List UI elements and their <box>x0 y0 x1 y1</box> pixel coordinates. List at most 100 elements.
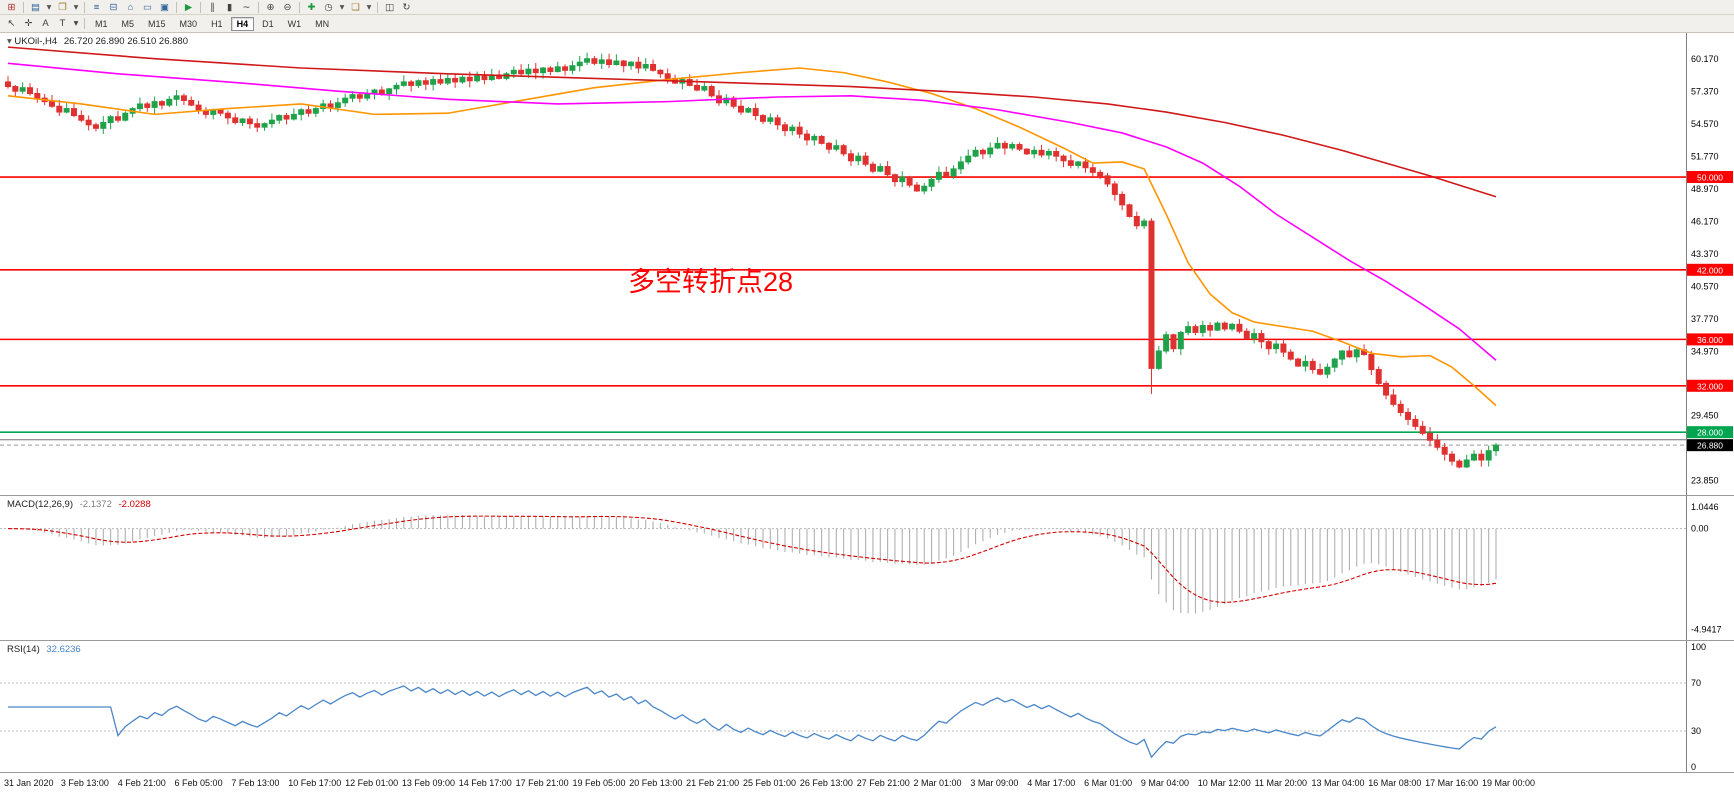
time-axis-label: 17 Mar 16:00 <box>1425 778 1479 788</box>
new-chart-dropdown[interactable]: ▾ <box>44 1 54 14</box>
time-axis-label: 21 Feb 21:00 <box>686 778 740 788</box>
svg-text:50.000: 50.000 <box>1697 173 1723 183</box>
svg-text:70: 70 <box>1691 678 1701 688</box>
toolbar-separator <box>258 1 259 13</box>
price-chart-panel[interactable]: 多空转折点28 60.170 57.370 54.570 51.770 48.970 46.… <box>0 33 1734 495</box>
timeframe-M5[interactable]: M5 <box>116 17 141 31</box>
autotrading-button[interactable]: ▶ <box>180 1 197 14</box>
svg-text:46.170: 46.170 <box>1691 216 1719 226</box>
label-tool[interactable]: T <box>54 17 71 30</box>
svg-text:37.770: 37.770 <box>1691 314 1719 324</box>
timeframe-H4[interactable]: H4 <box>230 16 255 31</box>
rsi-line <box>8 685 1497 759</box>
macd-canvas: 1.0446 0.00 -4.9417 <box>0 496 1722 640</box>
market-watch-button[interactable]: ≡ <box>88 1 105 14</box>
time-axis-label: 11 Mar 20:00 <box>1254 778 1307 788</box>
strategy-tester-button[interactable]: ▣ <box>156 1 173 14</box>
timeframe-H1[interactable]: H1 <box>205 17 229 31</box>
macd-histogram <box>14 515 1497 614</box>
macd-axis-labels: 1.0446 0.00 -4.9417 <box>1691 502 1722 634</box>
time-axis-label: 4 Mar 17:00 <box>1027 778 1076 788</box>
line-studies-group: ↖ ✛ A T ▾ <box>3 17 81 30</box>
timeframe-M30[interactable]: M30 <box>174 17 204 31</box>
profiles-button[interactable]: ❐ <box>54 1 71 14</box>
navigator-button[interactable]: ⌂ <box>122 1 139 14</box>
timeframe-D1[interactable]: D1 <box>256 17 280 31</box>
time-scale-axis[interactable]: 31 Jan 2020 3 Feb 13:00 4 Feb 21:00 6 Feb 0… <box>0 772 1734 797</box>
ma-lines-layer <box>7 46 1497 407</box>
svg-text:54.570: 54.570 <box>1691 119 1719 129</box>
line-chart-button[interactable]: ∼ <box>238 1 255 14</box>
time-axis-label: 6 Mar 01:00 <box>1084 778 1133 788</box>
price-axis-tags: 50.000 42.000 36.000 32.000 28.000 26.880 <box>1687 171 1733 452</box>
timeframe-MN[interactable]: MN <box>309 17 335 31</box>
time-axis-label: 9 Mar 04:00 <box>1140 778 1189 788</box>
toolbar-main: ⊞ ▤ ▾ ❐ ▾ ≡ ⊟ ⌂ ▭ ▣ ▶ ∥ ▮ ∼ ⊕ ⊖ ✚ ◷ ▾ ❏ ▾ ◫ ↻ <box>0 0 1734 15</box>
periods-dropdown[interactable]: ▾ <box>337 1 347 14</box>
time-axis-label: 3 Feb 13:00 <box>60 778 109 788</box>
macd-indicator-panel[interactable]: 1.0446 0.00 -4.9417 MACD(12,26,9) -2.1372 … <box>0 495 1734 640</box>
price-chart-canvas: 多空转折点28 60.170 57.370 54.570 51.770 48.970 46.… <box>0 33 1733 495</box>
ma-slow-red <box>7 46 1497 198</box>
macd-signal-line <box>7 515 1497 603</box>
rsi-indicator-panel[interactable]: 100 70 30 0 RSI(14) 32.6236 <box>0 640 1734 772</box>
bar-chart-button[interactable]: ∥ <box>204 1 221 14</box>
time-axis-label: 10 Feb 17:00 <box>288 778 342 788</box>
svg-text:28.000: 28.000 <box>1697 428 1723 438</box>
zoom-in-button[interactable]: ⊕ <box>262 1 279 14</box>
crosshair-tool[interactable]: ✛ <box>20 17 37 30</box>
time-axis-label: 10 Mar 12:00 <box>1197 778 1251 788</box>
new-chart-button[interactable]: ▤ <box>27 1 44 14</box>
svg-text:23.850: 23.850 <box>1691 475 1719 485</box>
rsi-canvas: 100 70 30 0 <box>0 641 1706 772</box>
terminal-button[interactable]: ▭ <box>139 1 156 14</box>
time-axis-label: 19 Mar 00:00 <box>1482 778 1536 788</box>
price-axis-labels: 60.170 57.370 54.570 51.770 48.970 46.170 43.3… <box>1691 54 1719 485</box>
svg-text:30: 30 <box>1691 726 1701 736</box>
svg-text:36.000: 36.000 <box>1697 335 1723 345</box>
timeframe-W1[interactable]: W1 <box>282 17 308 31</box>
svg-text:51.770: 51.770 <box>1691 151 1719 161</box>
timeframe-group: M1 M5 M15 M30 H1 H4 D1 W1 MN <box>88 16 336 31</box>
refresh-button[interactable]: ↻ <box>398 1 415 14</box>
toolbar-separator <box>299 1 300 13</box>
toolbar-separator <box>84 1 85 13</box>
time-axis-label: 17 Feb 21:00 <box>515 778 569 788</box>
time-axis-label: 13 Feb 09:00 <box>401 778 455 788</box>
periods-button[interactable]: ◷ <box>320 1 337 14</box>
svg-text:26.880: 26.880 <box>1697 441 1723 451</box>
svg-text:43.370: 43.370 <box>1691 249 1719 259</box>
svg-text:57.370: 57.370 <box>1691 87 1719 97</box>
templates-button[interactable]: ❏ <box>347 1 364 14</box>
svg-text:48.970: 48.970 <box>1691 184 1719 194</box>
time-axis-label: 3 Mar 09:00 <box>970 778 1019 788</box>
toolbar-line-studies-timeframes: ↖ ✛ A T ▾ M1 M5 M15 M30 H1 H4 D1 W1 MN <box>0 15 1734 33</box>
time-axis-label: 12 Feb 01:00 <box>345 778 399 788</box>
toolbar-separator <box>176 1 177 13</box>
timeframe-M1[interactable]: M1 <box>89 17 114 31</box>
tile-windows-button[interactable]: ◫ <box>381 1 398 14</box>
templates-dropdown[interactable]: ▾ <box>364 1 374 14</box>
new-order-button[interactable]: ⊞ <box>3 1 20 14</box>
ma-mid-magenta <box>7 62 1497 361</box>
data-window-button[interactable]: ⊟ <box>105 1 122 14</box>
toolbar-separator <box>23 1 24 13</box>
text-tool[interactable]: A <box>37 17 54 30</box>
cursor-tool[interactable]: ↖ <box>3 17 20 30</box>
candlestick-chart-button[interactable]: ▮ <box>221 1 238 14</box>
svg-text:60.170: 60.170 <box>1691 54 1719 64</box>
hlines-layer <box>0 176 1686 446</box>
time-axis-label: 27 Feb 21:00 <box>856 778 910 788</box>
timeframe-M15[interactable]: M15 <box>142 17 172 31</box>
price-scale-axis[interactable] <box>1687 33 1734 772</box>
svg-text:0.00: 0.00 <box>1691 524 1709 534</box>
time-axis-label: 4 Feb 21:00 <box>117 778 166 788</box>
time-axis-label: 2 Mar 01:00 <box>913 778 962 788</box>
indicators-button[interactable]: ✚ <box>303 1 320 14</box>
zoom-out-button[interactable]: ⊖ <box>279 1 296 14</box>
time-axis-label: 13 Mar 04:00 <box>1311 778 1365 788</box>
svg-text:100: 100 <box>1691 642 1706 652</box>
objects-dropdown[interactable]: ▾ <box>71 17 81 30</box>
profiles-dropdown[interactable]: ▾ <box>71 1 81 14</box>
